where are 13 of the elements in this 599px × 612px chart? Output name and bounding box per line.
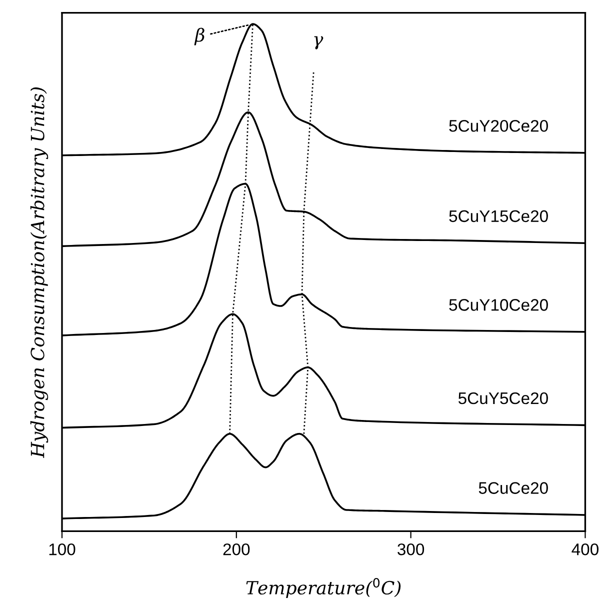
- series-label: 5CuCe20: [478, 482, 548, 494]
- x-axis-title: Temperature($^{0}$C): [246, 578, 401, 598]
- series-label: 5CuY15Ce20: [449, 210, 548, 222]
- annotation: γ: [314, 36, 324, 50]
- series-label: 5CuY20Ce20: [449, 120, 548, 132]
- x-tick-label: 300: [398, 543, 424, 556]
- x-tick-label: 400: [572, 543, 598, 556]
- series-label: 5CuY5Ce20: [458, 392, 548, 404]
- annotation: β: [194, 28, 204, 46]
- x-tick-label: 200: [223, 543, 250, 556]
- y-axis-title: Hydrogen Consumption(Arbitrary Units): [30, 87, 48, 458]
- x-tick-label: 100: [49, 543, 76, 556]
- series-label: 5CuY10Ce20: [449, 299, 548, 311]
